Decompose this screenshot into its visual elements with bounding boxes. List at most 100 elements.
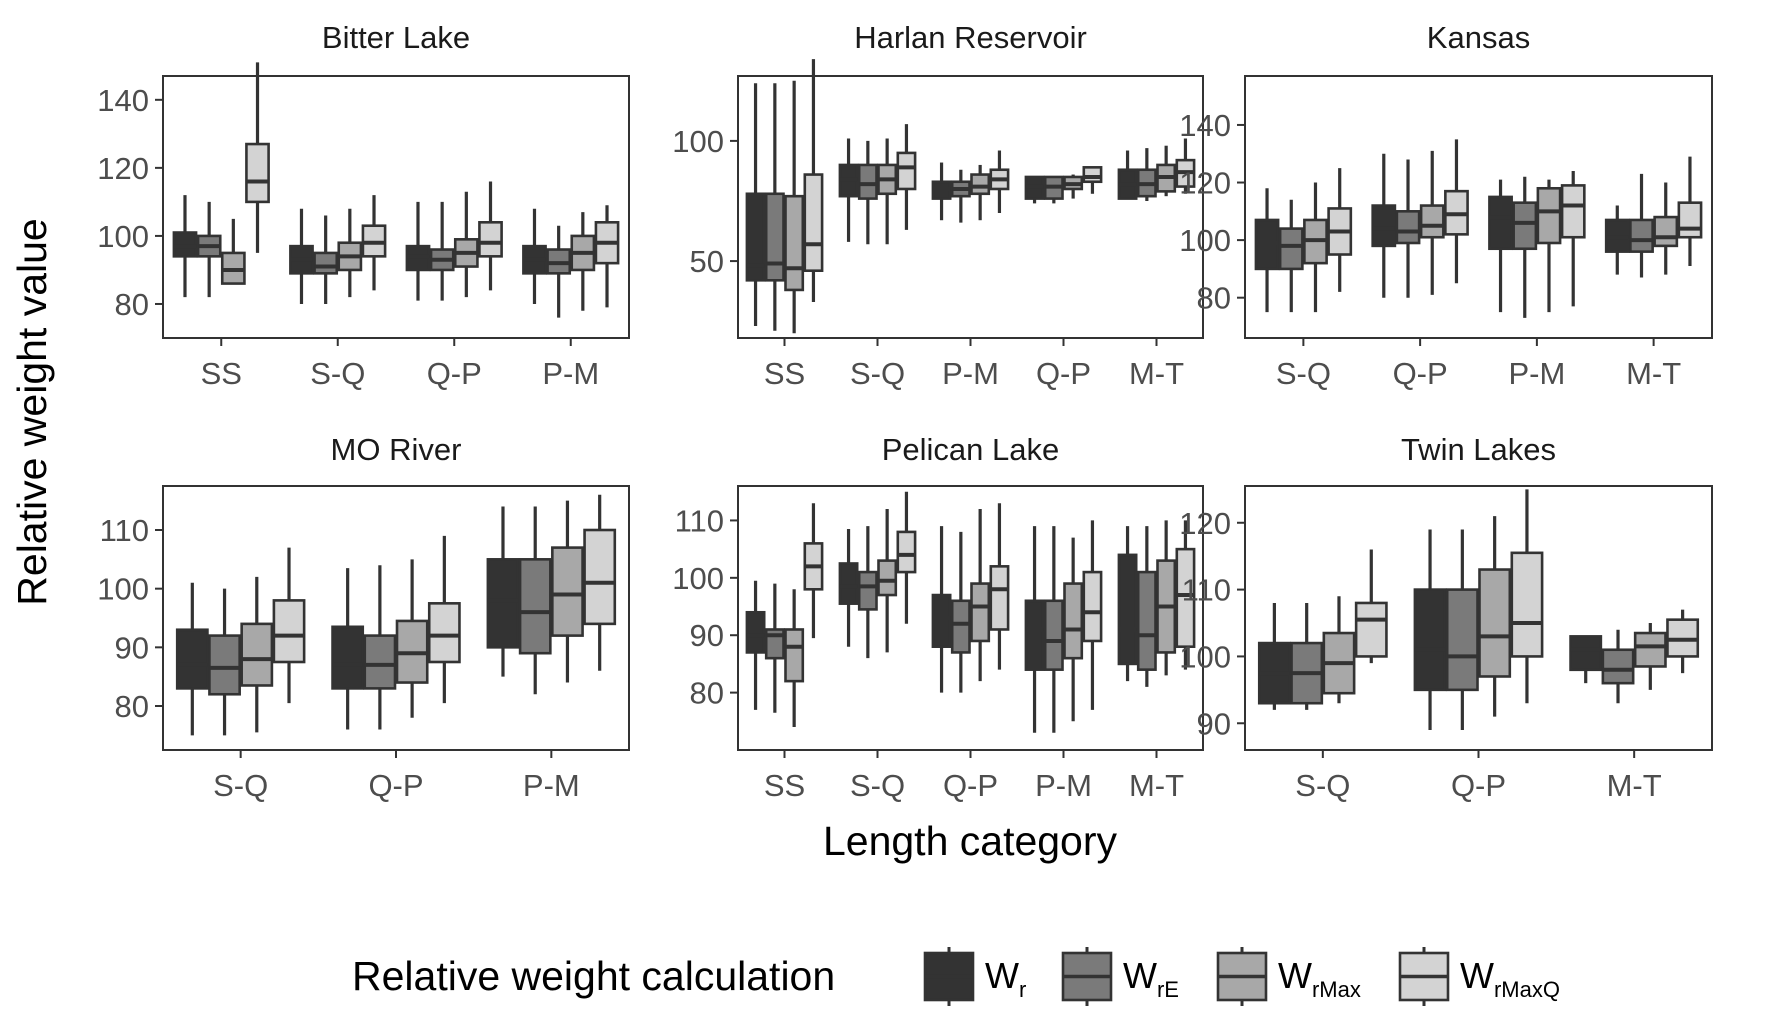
- box-s-q-s1: [1290, 602, 1324, 710]
- box-s-q-s3: [896, 491, 917, 624]
- box-body: [1082, 570, 1103, 643]
- box-q-p-s0: [931, 526, 952, 693]
- box-ss-s1: [764, 83, 785, 331]
- box-q-p-s2: [1063, 174, 1084, 199]
- panel-title: Pelican Lake: [882, 432, 1060, 467]
- box-p-m-s0: [1024, 526, 1045, 733]
- x-tick-label: P-M: [1508, 356, 1565, 391]
- box-m-t-s3: [1175, 520, 1196, 670]
- x-tick-label: S-Q: [850, 356, 905, 391]
- y-tick-label: 100: [672, 561, 724, 596]
- box-p-m-s1: [950, 169, 971, 223]
- panel-title: Kansas: [1427, 20, 1530, 55]
- box-p-m-s0: [522, 208, 547, 304]
- box-m-t-s3: [1175, 138, 1196, 194]
- y-tick-label: 110: [675, 503, 724, 538]
- box-body: [1512, 201, 1538, 251]
- box-body: [989, 565, 1010, 631]
- box-body: [1601, 648, 1635, 685]
- x-tick-label: M-T: [1626, 356, 1681, 391]
- x-tick-label: P-M: [523, 768, 580, 803]
- panel-bitter-lake: Bitter Lake 80 100 120 140 SS S-Q Q-P P-M: [97, 20, 630, 391]
- panel-title: Twin Lakes: [1401, 432, 1556, 467]
- y-tick-label: 80: [1197, 281, 1231, 316]
- box-q-p-s1: [429, 201, 455, 301]
- x-tick-label: SS: [764, 356, 805, 391]
- box-body: [877, 559, 898, 597]
- box-s-q-s2: [877, 138, 898, 245]
- box-s-q-s2: [240, 576, 274, 733]
- box-q-p-s2: [1419, 150, 1445, 295]
- box-body: [1371, 204, 1397, 248]
- box-body: [784, 628, 805, 683]
- legend-entry-r: Wr: [923, 947, 1026, 1006]
- x-tick-label: S-Q: [310, 356, 365, 391]
- box-ss-s1: [196, 201, 222, 298]
- box-s-q-s0: [1257, 602, 1291, 710]
- box-body: [551, 546, 584, 637]
- box-body: [313, 251, 339, 275]
- box-m-t-s1: [1629, 173, 1654, 278]
- x-tick-label: SS: [764, 768, 805, 803]
- box-body: [1117, 553, 1138, 666]
- box-s-q-s1: [313, 215, 339, 304]
- box-body: [1278, 227, 1304, 271]
- box-s-q-s3: [272, 547, 306, 704]
- box-body: [427, 602, 461, 664]
- legend-entry-re: WrE: [1061, 947, 1179, 1006]
- box-p-m-s2: [1536, 179, 1562, 313]
- panel-mo-river: MO River 80 90 100 110 S-Q Q-P P-M: [97, 432, 630, 803]
- box-ss-s2: [784, 589, 805, 728]
- x-tick-label: M-T: [1129, 768, 1184, 803]
- panel-frame: [1244, 75, 1713, 339]
- box-m-t-s0: [1604, 205, 1630, 275]
- legend-title: Relative weight calculation: [352, 953, 835, 999]
- box-q-p-s0: [1024, 175, 1045, 204]
- box-m-t-s2: [1156, 520, 1177, 676]
- box-m-t-s3: [1677, 156, 1703, 267]
- box-m-t-s2: [1653, 182, 1679, 275]
- box-s-q-s2: [337, 208, 363, 298]
- box-p-m-s3: [1560, 171, 1586, 307]
- box-q-p-s1: [950, 531, 971, 693]
- y-tick-label: 120: [97, 151, 149, 186]
- panel-title: Bitter Lake: [322, 20, 470, 55]
- box-body: [175, 628, 209, 690]
- box-q-p-s1: [1043, 175, 1064, 204]
- box-s-q-s0: [838, 529, 859, 647]
- box-body: [1629, 218, 1654, 253]
- x-tick-label: Q-P: [427, 356, 482, 391]
- legend: Relative weight calculation Wr WrE WrMax Wr…: [352, 947, 1560, 1006]
- x-tick-label: Q-P: [943, 768, 998, 803]
- box-m-t-s3: [1666, 609, 1700, 674]
- box-s-q-s0: [289, 208, 314, 304]
- y-tick-label: 80: [115, 287, 149, 322]
- box-q-p-s3: [1510, 489, 1544, 704]
- box-body: [1063, 582, 1084, 660]
- box-m-t-s2: [1633, 623, 1667, 690]
- panel-pelican-lake: Pelican Lake 80 90 100 110 SS S-Q Q-P P-M M-T: [672, 432, 1204, 803]
- x-tick-label: S-Q: [1295, 768, 1350, 803]
- box-s-q-s3: [1327, 168, 1353, 292]
- x-tick-label: P-M: [942, 356, 999, 391]
- x-tick-label: Q-P: [1451, 768, 1506, 803]
- box-body: [896, 530, 917, 574]
- box-p-m-s2: [551, 500, 584, 683]
- box-m-t-s0: [1569, 635, 1603, 684]
- x-tick-label: P-M: [542, 356, 599, 391]
- panel-frame: [162, 75, 630, 339]
- box-s-q-s0: [175, 582, 209, 736]
- x-tick-label: Q-P: [1393, 356, 1448, 391]
- box-m-t-s1: [1136, 148, 1157, 201]
- legend-label: WrMaxQ: [1460, 955, 1560, 1002]
- box-ss-s1: [764, 583, 785, 713]
- box-m-t-s0: [1117, 150, 1138, 200]
- box-body: [1082, 166, 1103, 184]
- box-q-p-s0: [405, 201, 431, 301]
- box-q-p-s2: [970, 508, 991, 682]
- box-q-p-s3: [989, 503, 1010, 670]
- box-body: [838, 562, 859, 605]
- box-body: [1510, 551, 1544, 658]
- y-tick-label: 90: [1197, 706, 1231, 741]
- box-body: [1488, 195, 1513, 251]
